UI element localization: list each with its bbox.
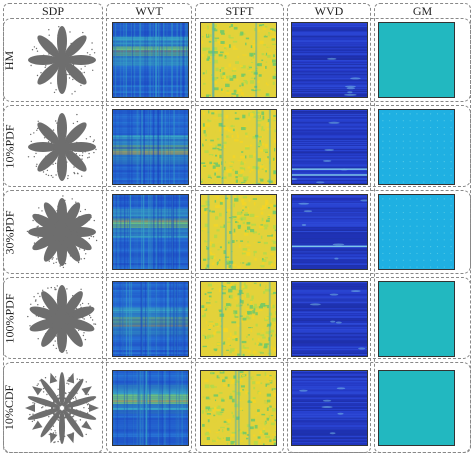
wvt-image-row-2 xyxy=(112,109,189,185)
wvt-image-row-3 xyxy=(112,194,189,270)
stft-image-row-1 xyxy=(200,22,277,98)
stft-image-row-5 xyxy=(200,370,277,446)
column-header-sdp: SDP xyxy=(41,4,64,18)
column-header-wvd: WVD xyxy=(314,4,344,18)
gm-image-row-3 xyxy=(378,194,455,270)
wvd-image-row-2 xyxy=(291,109,368,185)
row-label-10cdf: 10%CDF xyxy=(2,384,17,431)
row-frame-2 xyxy=(3,105,471,187)
row-label-30pdf: 30%PDF xyxy=(2,209,17,255)
row-frame-5 xyxy=(3,362,471,453)
gm-image-row-2 xyxy=(378,109,455,185)
stft-image-row-4 xyxy=(200,281,277,357)
column-header-wvt: WVT xyxy=(135,4,163,18)
row-frame-1 xyxy=(3,18,471,102)
stft-image-row-3 xyxy=(200,194,277,270)
wvt-image-row-5 xyxy=(112,370,189,446)
wvd-image-row-3 xyxy=(291,194,368,270)
gm-image-row-1 xyxy=(378,22,455,98)
gm-image-row-4 xyxy=(378,281,455,357)
row-label-10pdf: 10%PDF xyxy=(2,123,17,169)
row-frame-4 xyxy=(3,277,471,359)
wvd-image-row-4 xyxy=(291,281,368,357)
sdp-image-row-1 xyxy=(24,22,100,98)
sdp-image-row-4 xyxy=(24,281,100,357)
wvd-image-row-5 xyxy=(291,370,368,446)
stft-image-row-2 xyxy=(200,109,277,185)
wvd-image-row-1 xyxy=(291,22,368,98)
sdp-image-row-3 xyxy=(24,194,100,270)
sdp-image-row-5 xyxy=(24,370,100,446)
row-label-100pdf: 100%PDF xyxy=(2,292,17,344)
row-label-hm: HM xyxy=(2,50,17,70)
row-frame-3 xyxy=(3,190,471,274)
column-header-gm: GM xyxy=(412,4,433,18)
gm-image-row-5 xyxy=(378,370,455,446)
sdp-image-row-2 xyxy=(24,109,100,185)
wvt-image-row-4 xyxy=(112,281,189,357)
column-header-stft: STFT xyxy=(225,4,254,18)
wvt-image-row-1 xyxy=(112,22,189,98)
